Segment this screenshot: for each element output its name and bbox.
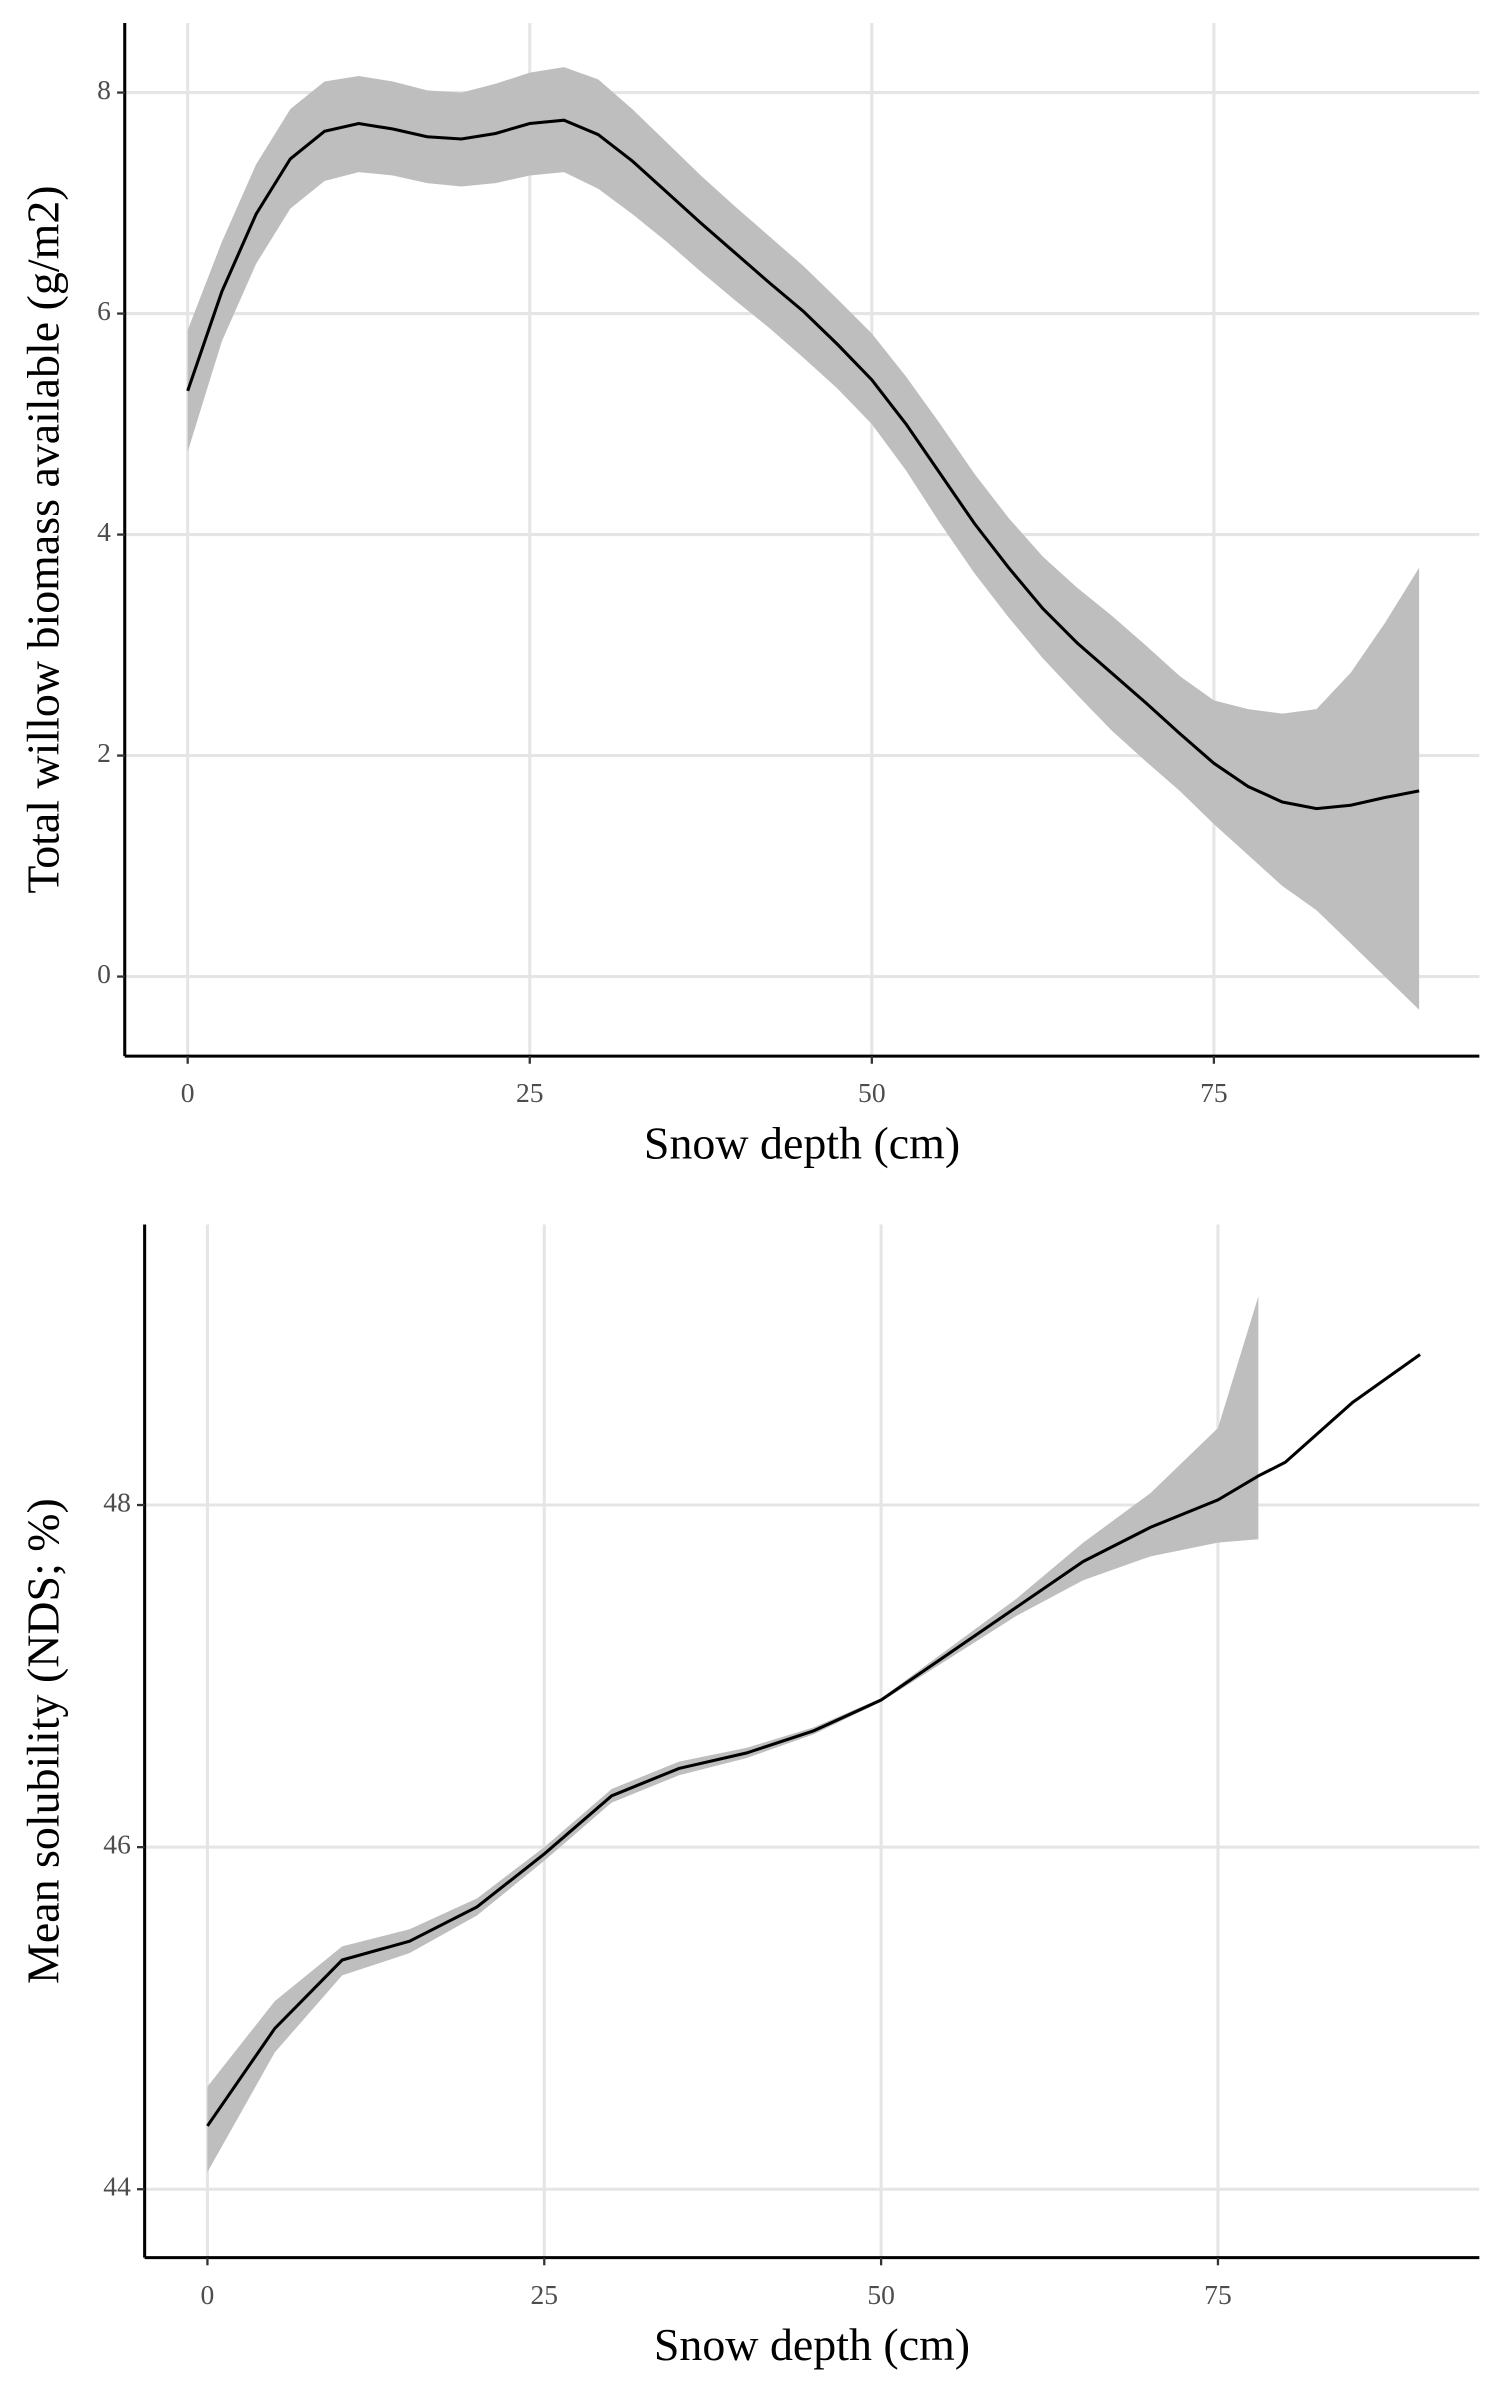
x-tick-label: 0 <box>201 2279 215 2310</box>
x-tick-label: 0 <box>181 1077 195 1108</box>
x-tick-label: 50 <box>867 2279 895 2310</box>
confidence-band <box>207 1296 1259 2173</box>
trend-line <box>206 1353 1421 2127</box>
x-axis-title: Snow depth (cm) <box>644 1117 960 1168</box>
y-tick-label: 2 <box>97 737 111 768</box>
y-tick-label: 44 <box>103 2171 131 2202</box>
x-tick-label: 25 <box>530 2279 558 2310</box>
y-tick-label: 0 <box>97 958 111 989</box>
confidence-band <box>187 67 1420 1010</box>
y-tick-label: 48 <box>103 1486 131 1517</box>
y-tick-label: 8 <box>97 74 111 105</box>
y-axis-title: Mean solubility (NDS; %) <box>18 1498 69 1984</box>
x-axis-title: Snow depth (cm) <box>654 2319 970 2370</box>
x-tick-label: 25 <box>516 1077 544 1108</box>
y-tick-label: 46 <box>103 1828 131 1859</box>
trend-line <box>186 118 1420 811</box>
y-tick-label: 4 <box>97 516 111 547</box>
x-tick-label: 75 <box>1204 2279 1232 2310</box>
x-tick-label: 50 <box>858 1077 886 1108</box>
x-tick-label: 75 <box>1200 1077 1228 1108</box>
y-axis-title: Total willow biomass available (g/m2) <box>18 185 69 893</box>
y-tick-label: 6 <box>97 295 111 326</box>
